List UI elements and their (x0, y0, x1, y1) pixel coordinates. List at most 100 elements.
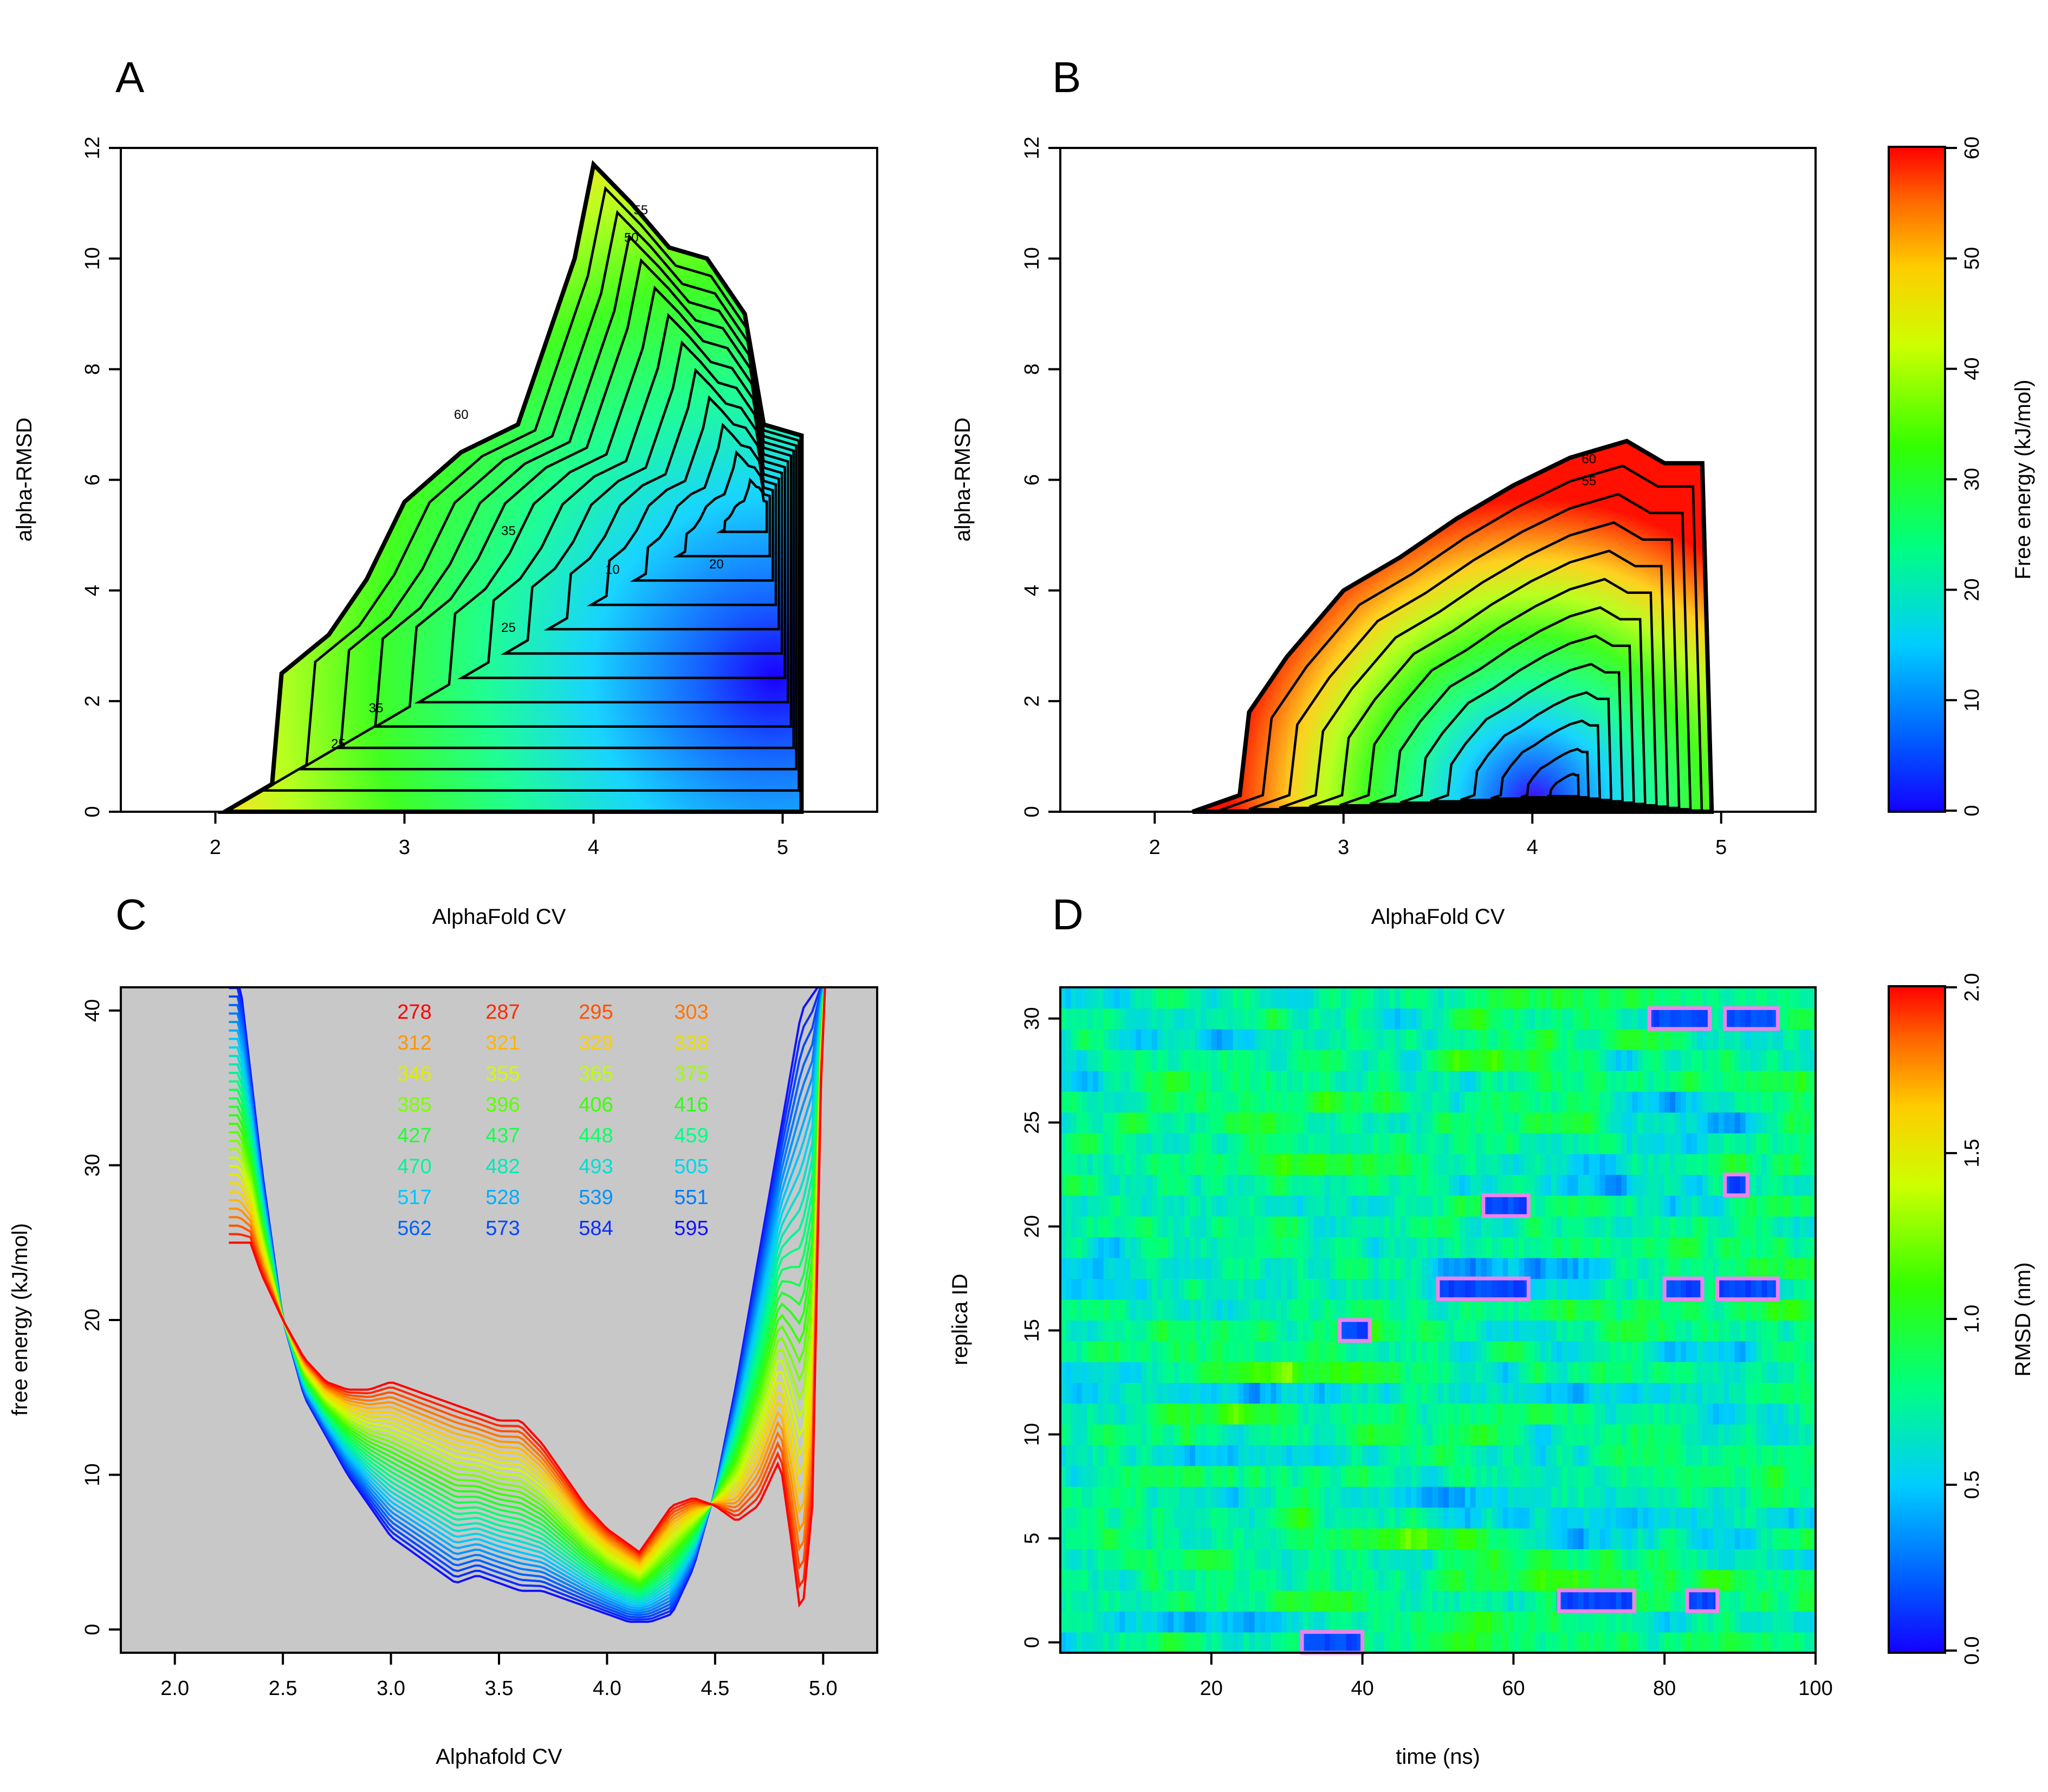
panel-d-cell (1206, 1507, 1212, 1529)
panel-d-cell (1373, 1382, 1379, 1404)
panel-d-cell (1810, 1424, 1816, 1446)
colorbar-rmsd-scale (1888, 985, 1946, 1654)
panel-d-cell (1179, 1445, 1185, 1466)
panel-d-cell (1298, 1445, 1304, 1466)
panel-d-cell (1643, 1112, 1649, 1134)
panel-d-cell (1157, 1507, 1163, 1529)
panel-d-cell (1557, 1403, 1563, 1425)
panel-d-cell (1362, 1070, 1369, 1092)
panel-d-cell (1195, 1445, 1201, 1466)
panel-d-cell (1081, 1465, 1088, 1487)
panel-d-cell (1459, 1382, 1466, 1404)
panel-d-cell (1599, 1112, 1606, 1134)
panel-c-x-tick-label: 3.5 (485, 1677, 514, 1700)
panel-d-cell (1389, 1154, 1396, 1175)
panel-d-cell (1761, 1569, 1768, 1591)
panel-d-cell (1314, 1050, 1320, 1071)
panel-d-cell (1756, 1112, 1762, 1134)
panel-d-cell (1454, 1133, 1460, 1154)
panel-d-cell (1071, 1216, 1077, 1238)
panel-d-cell (1778, 1216, 1784, 1238)
panel-d-cell (1454, 1195, 1460, 1217)
panel-d-cell (1136, 1341, 1142, 1362)
panel-d-cell (1141, 1050, 1148, 1071)
panel-d-cell (1146, 1070, 1153, 1092)
panel-d-cell (1416, 1341, 1422, 1362)
panel-d-cell (1648, 1424, 1655, 1446)
panel-d-cell (1395, 1028, 1401, 1050)
panel-d-cell (1071, 1445, 1077, 1466)
panel-d-cell (1136, 1424, 1142, 1446)
panel-d-cell (1103, 1278, 1110, 1300)
panel-d-cell (1799, 1070, 1805, 1092)
panel-d-cell (1222, 1216, 1228, 1238)
panel-d-cell (1810, 1028, 1816, 1050)
panel-d-cell (1626, 1050, 1633, 1071)
panel-d-cell (1222, 1008, 1228, 1030)
panel-d-cell (1136, 1237, 1142, 1258)
panel-d-cell (1643, 1403, 1649, 1425)
panel-d-cell (1583, 1632, 1590, 1653)
panel-d-cell (1616, 1174, 1622, 1196)
panel-d-cell (1481, 1216, 1487, 1238)
panel-d-cell (1567, 987, 1573, 1009)
panel-d-cell (1373, 1050, 1379, 1071)
panel-d-cell (1567, 1403, 1573, 1425)
panel-d-cell (1216, 1549, 1223, 1570)
panel-a-y-tick-label: 4 (81, 585, 104, 596)
panel-d-cell (1238, 1590, 1245, 1612)
panel-d-cell (1422, 1341, 1428, 1362)
panel-d-cell (1103, 987, 1110, 1009)
panel-d-cell (1427, 1569, 1433, 1591)
panel-d-cell (1551, 1361, 1557, 1383)
panel-d-cell (1567, 1361, 1573, 1383)
panel-d-cell (1146, 1299, 1153, 1321)
colorbar-tick-label: 0 (1961, 805, 1984, 816)
panel-c-curve-303 (229, 987, 826, 1561)
panel-d-cell (1146, 1611, 1153, 1633)
panel-d-cell (1519, 1050, 1525, 1071)
panel-d-cell (1233, 1154, 1239, 1175)
panel-d-cell (1745, 1507, 1752, 1529)
panel-d-cell (1772, 1549, 1779, 1570)
panel-d-cell (1540, 1424, 1546, 1446)
panel-d-cell (1243, 1341, 1250, 1362)
panel-d-cell (1092, 1008, 1099, 1030)
panel-d-cell (1330, 1549, 1336, 1570)
panel-d-cell (1664, 1278, 1670, 1300)
panel-d-cell (1362, 987, 1369, 1009)
panel-d-cell (1265, 1174, 1272, 1196)
panel-d-cell (1287, 987, 1293, 1009)
panel-d-cell (1535, 1569, 1541, 1591)
panel-d-cell (1179, 1361, 1185, 1383)
panel-d-cell (1174, 1028, 1179, 1050)
panel-d-cell (1621, 1632, 1628, 1653)
panel-d-cell (1546, 1050, 1552, 1071)
panel-d-cell (1567, 1028, 1573, 1050)
panel-d-cell (1125, 1341, 1131, 1362)
panel-d-cell (1589, 1611, 1595, 1633)
panel-d-cell (1562, 1486, 1568, 1508)
panel-d-cell (1281, 1320, 1287, 1342)
panel-d-cell (1572, 1070, 1579, 1092)
panel-d-cell (1373, 1112, 1379, 1134)
panel-d-cell (1271, 1320, 1277, 1342)
panel-d-cell (1405, 1278, 1412, 1300)
panel-d-cell (1578, 1278, 1584, 1300)
panel-d-cell (1772, 1403, 1779, 1425)
panel-d-cell (1761, 1465, 1768, 1487)
panel-d-cell (1378, 1320, 1385, 1342)
panel-d-cell (1740, 1174, 1746, 1196)
panel-d-cell (1081, 1361, 1088, 1383)
panel-d-cell (1551, 1507, 1557, 1529)
panel-d-cell (1583, 1216, 1590, 1238)
panel-d-cell (1454, 1299, 1460, 1321)
panel-d-cell (1761, 1237, 1768, 1258)
panel-d-cell (1200, 1133, 1207, 1154)
panel-d-cell (1109, 1590, 1115, 1612)
panel-d-cell (1751, 1486, 1757, 1508)
panel-d-cell (1535, 1507, 1541, 1529)
panel-d-cell (1206, 1445, 1212, 1466)
panel-d-cell (1168, 1299, 1174, 1321)
panel-d-cell (1551, 1278, 1557, 1300)
